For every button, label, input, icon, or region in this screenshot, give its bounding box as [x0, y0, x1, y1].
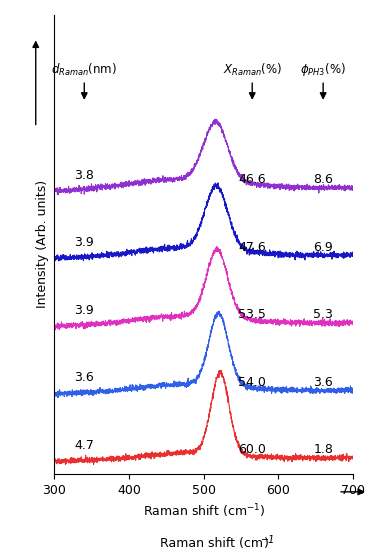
Text: Raman shift (cm: Raman shift (cm — [160, 536, 263, 550]
Text: $X_{Raman}$(%): $X_{Raman}$(%) — [223, 62, 282, 78]
Text: 53.5: 53.5 — [238, 309, 266, 321]
Text: $\phi_{PH3}$(%): $\phi_{PH3}$(%) — [300, 61, 346, 78]
Text: ): ) — [264, 536, 269, 550]
Text: 46.6: 46.6 — [238, 173, 266, 187]
Text: 5.3: 5.3 — [313, 309, 333, 321]
Text: −1: −1 — [261, 535, 276, 545]
X-axis label: Raman shift (cm$^{-1}$): Raman shift (cm$^{-1}$) — [142, 502, 265, 520]
Text: 3.8: 3.8 — [74, 169, 94, 182]
Text: 3.9: 3.9 — [74, 304, 94, 317]
Text: 3.6: 3.6 — [313, 376, 333, 389]
Text: 47.6: 47.6 — [238, 241, 266, 254]
Text: 8.6: 8.6 — [313, 173, 333, 187]
Text: $d_{Raman}$(nm): $d_{Raman}$(nm) — [51, 62, 117, 78]
Text: 1.8: 1.8 — [313, 443, 333, 456]
Text: 3.6: 3.6 — [74, 372, 94, 384]
Text: 3.9: 3.9 — [74, 236, 94, 250]
Text: 54.0: 54.0 — [238, 376, 266, 389]
Text: 60.0: 60.0 — [238, 443, 266, 456]
Text: 4.7: 4.7 — [74, 439, 94, 452]
Y-axis label: Intensity (Arb. units): Intensity (Arb. units) — [36, 180, 49, 309]
Text: 6.9: 6.9 — [313, 241, 333, 254]
